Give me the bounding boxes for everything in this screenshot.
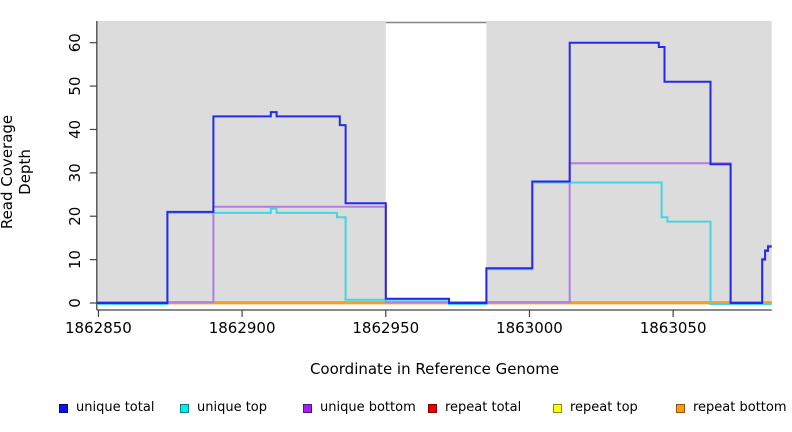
x-tick-label: 1862850 [65,319,132,337]
legend-label: repeat total [445,400,522,415]
y-tick-label: 0 [66,298,84,308]
legend-swatch-unique-bottom [303,403,312,413]
x-axis-title: Coordinate in Reference Genome [309,360,560,378]
x-tick-label: 1862950 [352,319,419,337]
x-tick-label: 1863050 [640,319,707,337]
legend-label: unique total [76,400,155,415]
y-tick-label: 10 [66,250,84,269]
legend-item-unique-total: unique total [59,401,154,415]
legend-item-unique-top: unique top [180,401,267,415]
legend-swatch-repeat-bottom [676,403,685,413]
legend-swatch-unique-total [59,403,68,413]
series-line-unique-total [97,41,772,304]
legend-item-repeat-top: repeat top [553,401,638,415]
legend-label: repeat bottom [693,400,787,415]
legend-swatch-repeat-top [553,403,562,413]
y-tick-label: 60 [66,33,84,52]
x-tick-label: 1862900 [209,319,276,337]
y-tick-label: 30 [66,163,84,182]
legend-label: unique bottom [320,400,416,415]
shaded-region-aligned-block-2 [486,21,772,303]
legend-label: unique top [197,400,268,415]
y-tick-label: 50 [66,77,84,96]
legend-item-unique-bottom: unique bottom [303,401,416,415]
legend-item-repeat-total: repeat total [428,401,521,415]
y-tick-label: 20 [66,207,84,226]
legend-swatch-unique-top [180,403,189,413]
x-tick-label: 1863000 [496,319,563,337]
legend-swatch-repeat-total [428,403,437,413]
y-tick-label: 40 [66,120,84,139]
y-axis-title: Read Coverage Depth [0,114,34,230]
shaded-region-aligned-block-1 [97,21,386,303]
legend-item-repeat-bottom: repeat bottom [676,401,787,415]
legend-label: repeat top [570,400,638,415]
